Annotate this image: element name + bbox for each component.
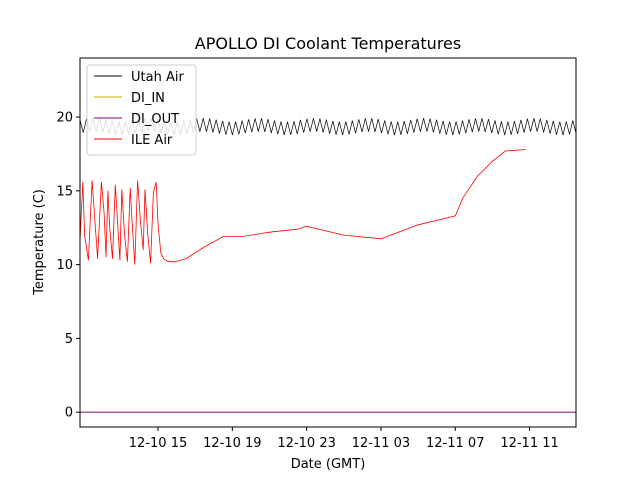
legend-box (86, 64, 197, 156)
plot-area (80, 118, 576, 413)
y-tick-label: 5 (65, 332, 73, 347)
x-axis-ticks: 12-10 15 12-10 19 12-10 23 12-11 03 12-11 07… (129, 427, 559, 451)
y-axis-label: Temperature (C) (32, 189, 47, 296)
series-line-ile-air (80, 149, 526, 265)
legend: Utah Air DI_IN DI_OUT ILE Air (86, 64, 197, 156)
x-axis-label: Date (GMT) (291, 457, 366, 472)
y-tick-label: 0 (65, 406, 73, 421)
x-tick-label: 12-11 07 (426, 436, 484, 451)
x-tick-label: 12-10 15 (129, 436, 187, 451)
y-axis-ticks: 0 5 10 15 20 (56, 111, 80, 421)
x-tick-label: 12-10 23 (277, 436, 335, 451)
x-tick-label: 12-11 11 (500, 436, 558, 451)
y-tick-label: 10 (56, 258, 73, 273)
x-tick-label: 12-11 03 (352, 436, 410, 451)
x-tick-label: 12-10 19 (203, 436, 261, 451)
chart-title: APOLLO DI Coolant Temperatures (195, 34, 461, 53)
legend-entry: Utah Air (131, 70, 184, 85)
legend-entry: ILE Air (131, 133, 173, 148)
y-tick-label: 20 (56, 111, 73, 126)
y-tick-label: 15 (56, 184, 73, 199)
plot-frame (79, 57, 577, 428)
legend-entry: DI_IN (131, 91, 165, 106)
legend-entry: DI_OUT (131, 112, 179, 127)
